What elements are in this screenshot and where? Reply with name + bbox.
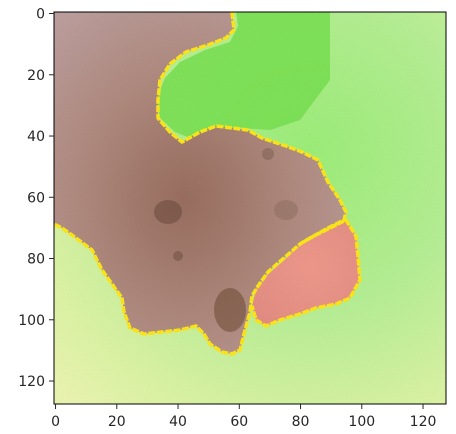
bright-green-patch [156,12,330,140]
dark-spot [262,148,274,160]
y-tick-label: 40 [27,129,45,145]
dark-spot [214,288,246,332]
x-tick-label: 100 [348,414,375,430]
y-tick-label: 80 [27,252,45,268]
x-tick-label: 120 [410,414,437,430]
y-tick-label: 20 [27,68,45,84]
y-tick-label: 100 [18,313,45,329]
x-tick-label: 80 [292,414,310,430]
dark-spot [274,200,298,220]
x-axis-ticks: 0 20 40 60 80 100 120 [51,404,436,430]
y-tick-label: 60 [27,190,45,206]
dark-spot [154,200,182,224]
x-tick-label: 40 [169,414,187,430]
lesion-region-brown [54,12,346,354]
pink-region-boundary [250,218,362,328]
dark-spot [173,251,183,261]
lesion-region-pink [252,220,360,326]
x-tick-label: 60 [230,414,248,430]
y-tick-label: 120 [18,374,45,390]
y-tick-label: 0 [36,7,45,23]
axes-frame [53,11,447,405]
y-axis-ticks: 0 20 40 60 80 100 120 [18,7,54,390]
x-tick-label: 0 [51,414,60,430]
x-tick-label: 20 [108,414,126,430]
